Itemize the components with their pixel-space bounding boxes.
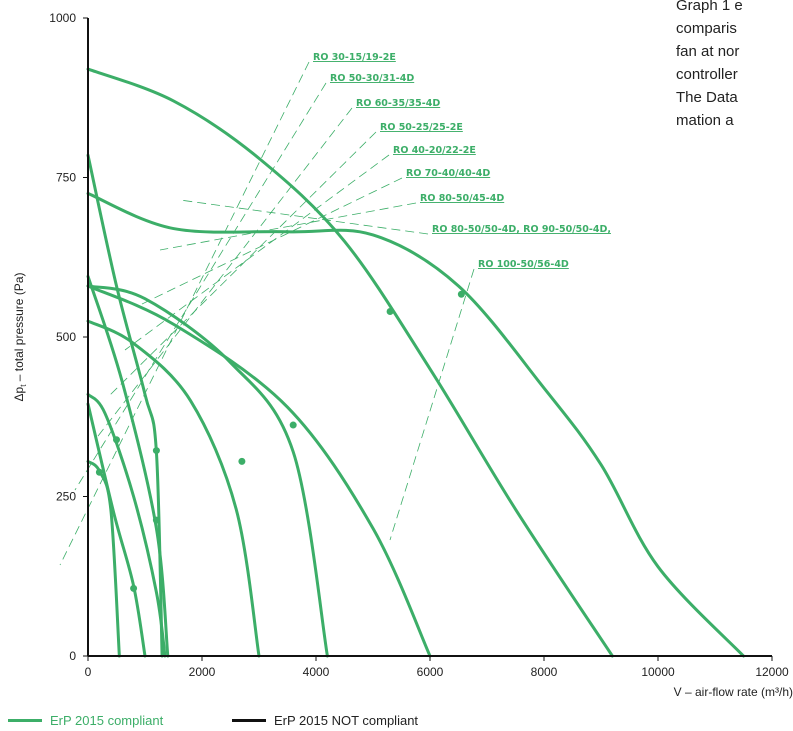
leader-lines	[59, 61, 475, 566]
y-axis-title-main: Δp	[12, 386, 26, 401]
side-line-4: controller	[676, 66, 738, 83]
leader-line-5	[139, 177, 403, 306]
fan-curve-3	[86, 274, 170, 658]
x-tick-label-4: 8000	[531, 665, 558, 679]
y-tick-label-4: 1000	[49, 11, 76, 25]
y-axis-title: Δpt – total pressure (Pa)	[12, 273, 28, 402]
leader-line-8	[389, 268, 475, 541]
model-label-2: RO 60-35/35-4D	[356, 98, 440, 109]
model-label-6: RO 80-50/45-4D	[420, 193, 504, 204]
x-axis-title: V – air-flow rate (m³/h)	[674, 685, 793, 699]
curve-marker-0	[95, 468, 103, 476]
legend-not-compliant: ErP 2015 NOT compliant	[232, 713, 418, 728]
curve-marker-4	[152, 447, 160, 455]
model-label-4: RO 40-20/22-2E	[393, 145, 476, 156]
fan-curve-2	[86, 402, 147, 658]
fan-curve-0	[86, 459, 121, 658]
side-line-6: mation a	[676, 112, 734, 129]
leader-line-3	[109, 131, 377, 396]
x-tick-label-1: 2000	[189, 665, 216, 679]
fan-curve-9	[86, 284, 432, 658]
fan-curves	[86, 67, 745, 658]
fan-curve-6	[86, 284, 329, 658]
leader-line-1	[74, 82, 327, 491]
legend-compliant-label: ErP 2015 compliant	[50, 713, 164, 728]
leader-line-0	[59, 61, 310, 566]
y-tick-label-2: 500	[56, 330, 76, 344]
side-line-1: Graph 1 e	[676, 0, 743, 14]
curve-marker-8	[457, 290, 465, 298]
model-label-7: RO 80-50/50-4D, RO 90-50/50-4D,	[432, 224, 611, 235]
legend-not-compliant-swatch	[232, 719, 266, 722]
fan-curve-5	[86, 319, 261, 658]
y-axis-title-rest: – total pressure (Pa)	[12, 273, 26, 385]
side-line-2: comparis	[676, 20, 737, 37]
y-tick-label-3: 750	[56, 171, 76, 185]
x-tick-label-5: 10000	[641, 665, 675, 679]
legend-compliant-swatch	[8, 719, 42, 722]
x-tick-label-6: 12000	[755, 665, 789, 679]
model-label-0: RO 30-15/19-2E	[313, 52, 396, 63]
x-tick-label-3: 6000	[417, 665, 444, 679]
x-tick-label-2: 4000	[303, 665, 330, 679]
fan-curve-7	[86, 67, 614, 658]
leader-line-4	[124, 154, 390, 351]
leader-line-6	[159, 202, 417, 251]
curve-marker-3	[152, 516, 160, 524]
side-description: Graph 1 e comparis fan at nor controller…	[676, 0, 793, 132]
leader-line-7	[179, 199, 429, 235]
model-label-3: RO 50-25/25-2E	[380, 122, 463, 133]
curve-marker-6	[289, 421, 297, 429]
model-label-1: RO 50-30/31-4D	[330, 73, 414, 84]
model-labels: RO 30-15/19-2E RO 50-30/31-4D RO 60-35/35-…	[313, 52, 611, 270]
y-tick-label-1: 250	[56, 490, 76, 504]
model-label-5: RO 70-40/40-4D	[406, 168, 490, 179]
curve-markers	[95, 290, 465, 592]
curve-marker-2	[130, 584, 138, 592]
fan-curve-8	[86, 191, 745, 658]
model-label-8: RO 100-50/56-4D	[478, 259, 569, 270]
y-ticks: 0 250 500 750 1000	[49, 11, 88, 663]
curve-marker-1	[113, 436, 120, 444]
side-line-3: fan at nor	[676, 43, 740, 60]
x-tick-label-0: 0	[85, 665, 92, 679]
legend-not-compliant-label: ErP 2015 NOT compliant	[274, 713, 419, 728]
fan-curve-4	[86, 153, 164, 658]
legend-compliant: ErP 2015 compliant	[8, 713, 163, 728]
chart: 0 2000 4000 6000 8000 10000 12000 0 250 500 750 10…	[12, 11, 793, 699]
x-ticks: 0 2000 4000 6000 8000 10000 12000	[85, 656, 789, 679]
leader-line-2	[94, 107, 353, 441]
y-tick-label-0: 0	[69, 649, 76, 663]
legend: ErP 2015 compliant ErP 2015 NOT complian…	[0, 713, 793, 731]
axes	[87, 18, 772, 657]
side-line-5: The Data	[676, 89, 738, 106]
y-axis-title-sub: t	[19, 384, 28, 387]
curve-marker-5	[238, 457, 246, 465]
curve-marker-7	[386, 307, 394, 315]
